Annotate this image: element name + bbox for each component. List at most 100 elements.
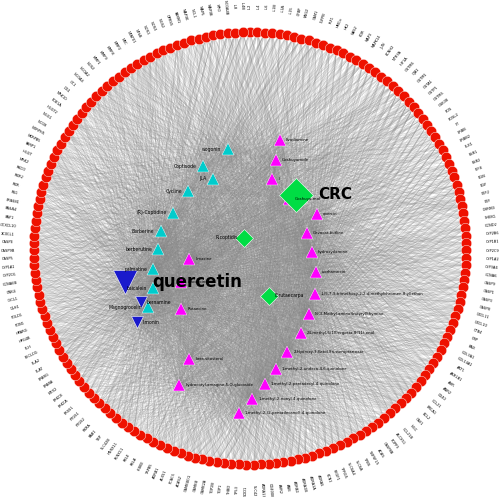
Text: NCOA4: NCOA4 (72, 72, 84, 83)
Text: CAV1: CAV1 (414, 417, 424, 427)
Text: PPARA: PPARA (43, 379, 54, 389)
Text: GJA1: GJA1 (412, 68, 420, 77)
Text: CYP3A4: CYP3A4 (485, 265, 499, 270)
Text: VNG2: VNG2 (304, 7, 311, 18)
Text: E2F: E2F (484, 198, 492, 204)
Text: COL14A1: COL14A1 (456, 357, 472, 368)
Text: wogonin: wogonin (202, 147, 222, 152)
Text: RASA4: RASA4 (4, 206, 17, 212)
Text: ERBB2: ERBB2 (460, 134, 472, 143)
Text: 2-Hydroxy-3-Ketol-8a-steraptartoate: 2-Hydroxy-3-Ketol-8a-steraptartoate (293, 350, 364, 354)
Text: CYP1B1: CYP1B1 (486, 240, 500, 245)
Text: NXRPH5: NXRPH5 (30, 125, 46, 136)
Text: CRP: CRP (470, 336, 478, 343)
Text: CCL21: CCL21 (430, 399, 442, 409)
Text: SLC42B: SLC42B (100, 437, 112, 450)
Text: CD400B: CD400B (268, 483, 274, 497)
Text: RKCO: RKCO (16, 166, 26, 172)
Text: E2F2: E2F2 (482, 190, 491, 196)
Text: KOR: KOR (358, 29, 366, 38)
Text: IL8: IL8 (231, 3, 235, 9)
Text: NGG1: NGG1 (41, 112, 52, 121)
Text: PLA2: PLA2 (31, 359, 41, 366)
Text: E.rutaecarpa: E.rutaecarpa (275, 293, 304, 298)
Text: R.coptidis: R.coptidis (216, 235, 238, 240)
Text: Magnogrocelin: Magnogrocelin (108, 305, 142, 310)
Text: CHRM3: CHRM3 (482, 206, 496, 212)
Text: SLC6A4: SLC6A4 (346, 462, 356, 476)
Text: MMP1: MMP1 (92, 56, 101, 66)
Text: ESR2: ESR2 (471, 158, 482, 165)
Text: IL1A: IL1A (280, 4, 285, 12)
Text: TRPB5: TRPB5 (145, 463, 154, 475)
Text: EGN: EGN (478, 173, 486, 180)
Text: ERBB: ERBB (457, 127, 468, 135)
Text: Berberine: Berberine (132, 229, 154, 234)
Text: CAMKB: CAMKB (193, 478, 200, 492)
Text: ADRA1A: ADRA1A (308, 475, 316, 491)
Text: GSTM6: GSTM6 (404, 60, 416, 73)
Text: MAPK14: MAPK14 (371, 34, 382, 49)
Text: SLC6A: SLC6A (354, 459, 363, 472)
Text: AKR1B1: AKR1B1 (448, 371, 463, 382)
Text: DLH1: DLH1 (10, 305, 20, 312)
Text: ALX51: ALX51 (160, 469, 168, 482)
Text: CFBP: CFBP (296, 6, 302, 16)
Text: HGGT: HGGT (22, 150, 32, 157)
Text: RS1: RS1 (10, 190, 18, 195)
Text: MRK2: MRK2 (18, 157, 30, 165)
Text: IKBKE: IKBKE (138, 460, 145, 471)
Text: RLNX11: RLNX11 (114, 446, 126, 460)
Text: CASP9B: CASP9B (0, 248, 14, 252)
Text: CAMK2A: CAMK2A (201, 479, 208, 495)
Text: MAP3: MAP3 (366, 32, 374, 43)
Text: HPARG: HPARG (16, 328, 29, 336)
Text: MKX2: MKX2 (48, 386, 59, 395)
Text: CD40: CD40 (436, 393, 446, 402)
Text: CYP1A2: CYP1A2 (486, 256, 499, 261)
Text: 1-methyl-2-pentadecyl-4-quinolone: 1-methyl-2-pentadecyl-4-quinolone (271, 382, 340, 386)
Text: NAS2: NAS2 (351, 24, 358, 35)
Text: 24-methyl-5(10)ergosta-8(11)-enol: 24-methyl-5(10)ergosta-8(11)-enol (306, 331, 375, 335)
Text: CASP1: CASP1 (482, 289, 494, 295)
Text: GSTM5: GSTM5 (432, 91, 445, 102)
Text: RELE: RELE (123, 453, 131, 462)
Text: 1-methyl-2-nonyl-4-quinolone: 1-methyl-2-nonyl-4-quinolone (258, 397, 317, 401)
Text: CASPE: CASPE (2, 240, 14, 245)
Text: CASP5: CASP5 (2, 256, 14, 261)
Text: AKT1: AKT1 (455, 366, 465, 374)
Text: PLAT: PLAT (35, 366, 44, 374)
Text: BCL2: BCL2 (420, 412, 430, 421)
Text: FT: FT (455, 121, 460, 126)
Text: HIF1A: HIF1A (399, 56, 408, 67)
Text: TPBS: TPBS (362, 457, 370, 467)
Text: RAB1: RAB1 (88, 428, 98, 438)
Text: ALCX51: ALCX51 (394, 432, 406, 445)
Text: FOPP3: FOPP3 (389, 438, 399, 450)
Text: ANB: ANB (285, 484, 290, 493)
Text: KCNH2: KCNH2 (386, 45, 396, 57)
Text: beta-sitosterol: beta-sitosterol (196, 357, 224, 361)
Text: PRKC8: PRKC8 (53, 392, 64, 403)
Text: MMP8: MMP8 (105, 45, 114, 56)
Text: XCXCL1: XCXCL1 (1, 232, 15, 237)
Text: quercin: quercin (323, 212, 338, 216)
Text: CAM1: CAM1 (312, 9, 319, 20)
Text: 1-methyl-2-undeca-4,6-quinolone: 1-methyl-2-undeca-4,6-quinolone (282, 367, 348, 371)
Text: NOS2: NOS2 (85, 61, 95, 72)
Text: CYP1A1: CYP1A1 (1, 265, 15, 270)
Text: RXR: RXR (12, 182, 20, 188)
Text: DG1: DG1 (62, 86, 70, 94)
Text: HK2: HK2 (344, 22, 350, 30)
Text: Goshuyamide: Goshuyamide (282, 158, 309, 162)
Text: IL4B: IL4B (240, 2, 244, 10)
Text: JLA: JLA (200, 176, 207, 181)
Text: IL15: IL15 (289, 5, 294, 14)
Text: Gevocat-butline: Gevocat-butline (313, 231, 344, 235)
Text: ADRA5: ADRA5 (316, 474, 324, 488)
Text: ANR2: ANR2 (441, 386, 452, 395)
Text: ACAS2: ACAS2 (176, 475, 184, 487)
Text: NOS3: NOS3 (149, 21, 157, 32)
Text: HMCo: HMCo (336, 17, 344, 29)
Text: CCND2: CCND2 (485, 223, 498, 228)
